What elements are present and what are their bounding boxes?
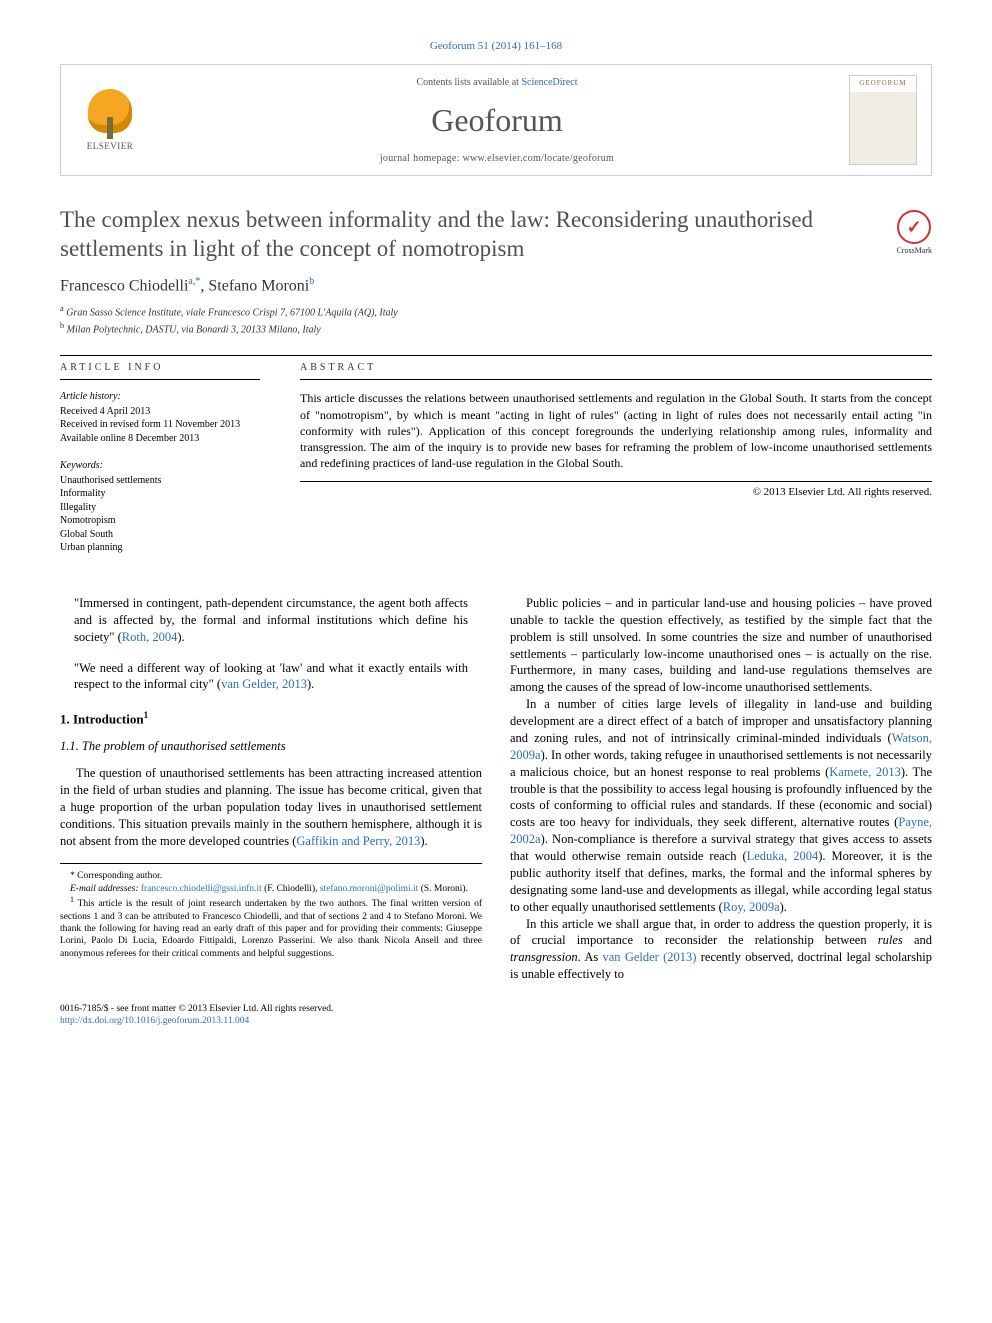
- history-revised: Received in revised form 11 November 201…: [60, 418, 260, 432]
- history-label: Article history:: [60, 390, 260, 404]
- author-2-affil-mark: b: [309, 276, 314, 287]
- epigraph-1: "Immersed in contingent, path-dependent …: [74, 595, 468, 646]
- para-suffix: ).: [420, 834, 427, 848]
- journal-reference: Geoforum 51 (2014) 161–168: [60, 40, 932, 52]
- keyword: Global South: [60, 528, 260, 542]
- para-text: ).: [780, 900, 787, 914]
- copyright-line: © 2013 Elsevier Ltd. All rights reserved…: [300, 486, 932, 498]
- email-who-2: (S. Moroni).: [418, 884, 468, 894]
- affiliation-a: Gran Sasso Science Institute, viale Fran…: [66, 307, 398, 318]
- article-info-label: ARTICLE INFO: [60, 362, 260, 380]
- divider: [60, 355, 932, 356]
- paragraph: In a number of cities large levels of il…: [510, 696, 932, 915]
- keyword: Informality: [60, 487, 260, 501]
- author-1[interactable]: Francesco Chiodelli: [60, 277, 188, 294]
- paragraph: Public policies – and in particular land…: [510, 595, 932, 696]
- authors-line: Francesco Chiodellia,*, Stefano Moronib: [60, 276, 932, 295]
- homepage-prefix: journal homepage:: [380, 153, 463, 164]
- journal-cover-thumb[interactable]: GEOFORUM: [849, 75, 917, 165]
- abstract-label: ABSTRACT: [300, 362, 932, 380]
- contents-prefix: Contents lists available at: [416, 77, 521, 88]
- author-1-affil-mark: a,*: [188, 276, 200, 287]
- article-body: "Immersed in contingent, path-dependent …: [60, 595, 932, 983]
- paragraph: In this article we shall argue that, in …: [510, 916, 932, 984]
- keyword: Unauthorised settlements: [60, 474, 260, 488]
- author-2[interactable]: Stefano Moroni: [208, 277, 309, 294]
- publisher-name: ELSEVIER: [87, 141, 134, 151]
- corresponding-author-note: * Corresponding author.: [60, 870, 482, 882]
- paragraph: The question of unauthorised settlements…: [60, 765, 482, 849]
- citation-link[interactable]: Gaffikin and Perry, 2013: [296, 834, 420, 848]
- author-email-1[interactable]: francesco.chiodelli@gssi.infn.it: [141, 884, 262, 894]
- journal-name: Geoforum: [165, 102, 829, 139]
- keywords-label: Keywords:: [60, 459, 260, 473]
- footnote-1: 1 This article is the result of joint re…: [60, 895, 482, 960]
- para-text: and: [903, 933, 932, 947]
- keyword: Urban planning: [60, 541, 260, 555]
- affiliation-b: Milan Polytechnic, DASTU, via Bonardi 3,…: [67, 324, 321, 335]
- section-1-label: 1. Introduction: [60, 712, 144, 727]
- history-online: Available online 8 December 2013: [60, 432, 260, 446]
- crossmark-icon: ✓: [897, 210, 931, 244]
- contents-line: Contents lists available at ScienceDirec…: [165, 77, 829, 88]
- cover-title: GEOFORUM: [850, 79, 916, 87]
- para-text: In this article we shall argue that, in …: [510, 917, 932, 948]
- citation-link[interactable]: Roth, 2004: [122, 630, 178, 644]
- footnote-mark-1[interactable]: 1: [144, 710, 149, 720]
- em: rules: [878, 933, 903, 947]
- footnote-1-text: This article is the result of joint rese…: [60, 899, 482, 958]
- homepage-url[interactable]: www.elsevier.com/locate/geoforum: [462, 153, 614, 164]
- journal-homepage: journal homepage: www.elsevier.com/locat…: [165, 153, 829, 164]
- citation-link[interactable]: Kamete, 2013: [829, 765, 901, 779]
- email-who-1: (F. Chiodelli),: [262, 884, 320, 894]
- para-text: In a number of cities large levels of il…: [510, 697, 932, 745]
- article-title: The complex nexus between informality an…: [60, 206, 876, 264]
- keyword: Illegality: [60, 501, 260, 515]
- abstract-text: This article discusses the relations bet…: [300, 390, 932, 482]
- subsection-heading-1-1: 1.1. The problem of unauthorised settlem…: [60, 738, 482, 755]
- para-text: . As: [578, 950, 603, 964]
- crossmark-button[interactable]: ✓ CrossMark: [896, 210, 932, 255]
- elsevier-tree-icon: [85, 89, 135, 139]
- citation-link[interactable]: van Gelder (2013): [603, 950, 697, 964]
- doi-link[interactable]: http://dx.doi.org/10.1016/j.geoforum.201…: [60, 1016, 249, 1026]
- doi-block: 0016-7185/$ - see front matter © 2013 El…: [60, 1003, 932, 1028]
- crossmark-label: CrossMark: [896, 246, 932, 255]
- sciencedirect-link[interactable]: ScienceDirect: [521, 77, 577, 88]
- affiliations: a Gran Sasso Science Institute, viale Fr…: [60, 303, 932, 338]
- email-label: E-mail addresses:: [70, 884, 139, 894]
- keyword: Nomotropism: [60, 514, 260, 528]
- footnotes-block: * Corresponding author. E-mail addresses…: [60, 863, 482, 960]
- publisher-logo[interactable]: ELSEVIER: [75, 80, 145, 160]
- quote-suffix: ).: [177, 630, 184, 644]
- email-addresses: E-mail addresses: francesco.chiodelli@gs…: [60, 883, 482, 895]
- author-email-2[interactable]: stefano.moroni@polimi.it: [320, 884, 418, 894]
- section-heading-1: 1. Introduction1: [60, 709, 482, 728]
- journal-header: ELSEVIER Contents lists available at Sci…: [60, 64, 932, 176]
- citation-link[interactable]: Roy, 2009a: [723, 900, 780, 914]
- citation-link[interactable]: van Gelder, 2013: [221, 677, 307, 691]
- citation-link[interactable]: Leduka, 2004: [747, 849, 819, 863]
- front-matter-line: 0016-7185/$ - see front matter © 2013 El…: [60, 1003, 932, 1015]
- epigraph-2: "We need a different way of looking at '…: [74, 660, 468, 694]
- em: transgression: [510, 950, 578, 964]
- quote-suffix: ).: [307, 677, 314, 691]
- history-received: Received 4 April 2013: [60, 405, 260, 419]
